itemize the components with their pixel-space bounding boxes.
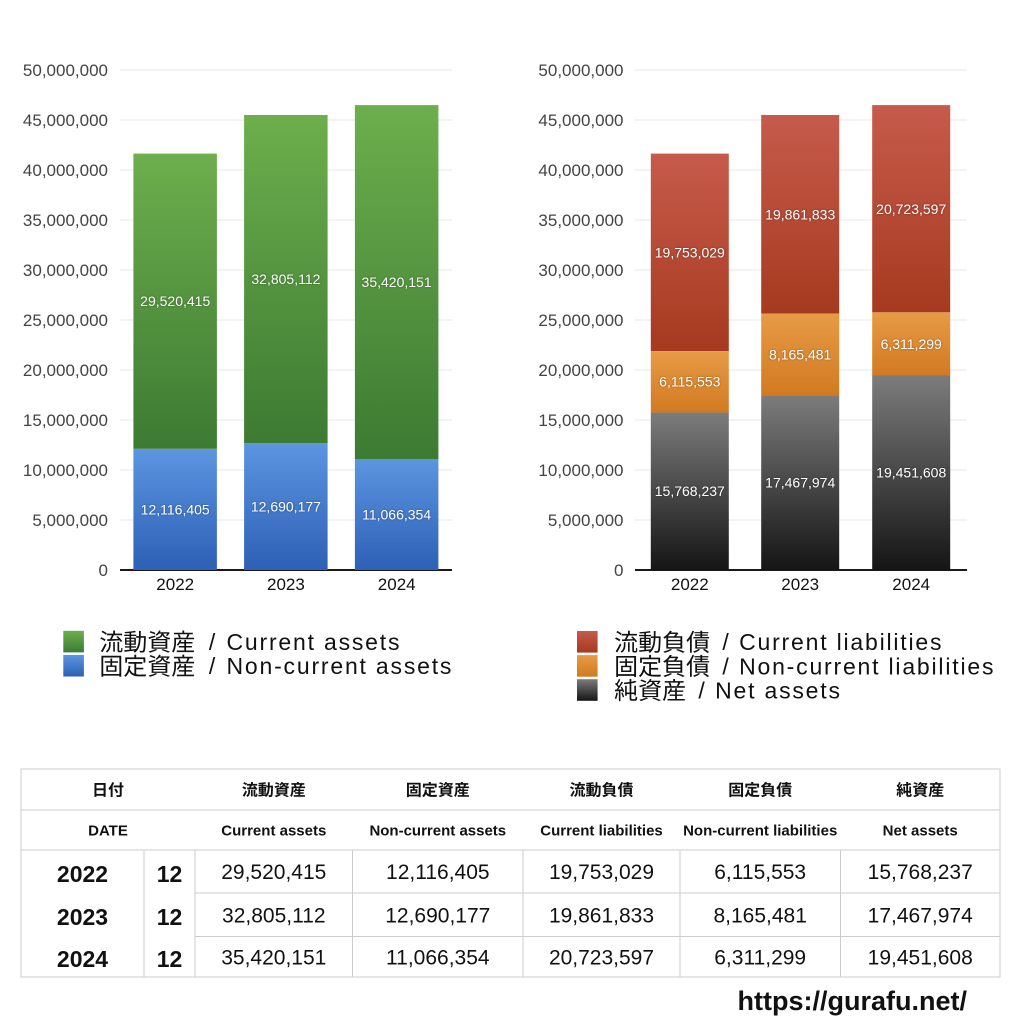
svg-text:35,420,151: 35,420,151	[362, 274, 432, 290]
svg-text:Net assets: Net assets	[715, 677, 842, 703]
svg-text:45,000,000: 45,000,000	[23, 111, 108, 130]
svg-text:2022: 2022	[671, 575, 709, 594]
svg-text:12,690,177: 12,690,177	[385, 905, 490, 928]
svg-text:35,000,000: 35,000,000	[23, 211, 108, 230]
svg-text:6,115,553: 6,115,553	[659, 374, 720, 390]
svg-text:12: 12	[157, 904, 183, 930]
svg-text:2023: 2023	[267, 575, 305, 594]
svg-text:/: /	[209, 629, 216, 655]
svg-text:Non-current liabilities: Non-current liabilities	[739, 653, 995, 679]
svg-text:2023: 2023	[781, 575, 819, 594]
svg-text:11,066,354: 11,066,354	[362, 507, 431, 523]
svg-text:10,000,000: 10,000,000	[538, 461, 623, 480]
svg-text:0: 0	[99, 561, 108, 580]
svg-text:19,451,608: 19,451,608	[876, 465, 946, 481]
svg-text:Non-current liabilities: Non-current liabilities	[683, 822, 837, 839]
svg-text:17,467,974: 17,467,974	[868, 905, 973, 928]
svg-text:25,000,000: 25,000,000	[538, 311, 623, 330]
svg-text:30,000,000: 30,000,000	[23, 261, 108, 280]
svg-text:12,116,405: 12,116,405	[386, 861, 490, 884]
svg-text:20,723,597: 20,723,597	[876, 201, 946, 217]
svg-text:2022: 2022	[57, 861, 108, 887]
svg-text:/: /	[722, 629, 729, 655]
svg-text:Net assets: Net assets	[883, 822, 958, 839]
svg-text:25,000,000: 25,000,000	[23, 311, 108, 330]
svg-text:2024: 2024	[57, 946, 108, 972]
svg-text:35,420,151: 35,420,151	[221, 947, 326, 970]
svg-text:/: /	[722, 653, 729, 679]
svg-text:50,000,000: 50,000,000	[538, 61, 623, 80]
svg-text:6,115,553: 6,115,553	[714, 861, 806, 884]
svg-text:19,861,833: 19,861,833	[765, 206, 835, 222]
svg-text:Non-current assets: Non-current assets	[227, 653, 454, 679]
svg-text:20,000,000: 20,000,000	[23, 361, 108, 380]
svg-text:Current liabilities: Current liabilities	[739, 629, 943, 655]
svg-text:2023: 2023	[57, 904, 108, 930]
svg-text:8,165,481: 8,165,481	[769, 347, 831, 363]
svg-text:11,066,354: 11,066,354	[386, 947, 490, 970]
svg-text:50,000,000: 50,000,000	[23, 61, 108, 80]
svg-text:12: 12	[157, 946, 183, 972]
svg-text:17,467,974: 17,467,974	[765, 475, 835, 491]
svg-text:15,000,000: 15,000,000	[538, 411, 623, 430]
svg-text:2024: 2024	[378, 575, 416, 594]
svg-text:/: /	[209, 653, 216, 679]
svg-text:20,723,597: 20,723,597	[549, 947, 654, 970]
svg-text:8,165,481: 8,165,481	[713, 905, 806, 928]
svg-text:20,000,000: 20,000,000	[538, 361, 623, 380]
svg-text:29,520,415: 29,520,415	[140, 293, 210, 309]
svg-text:12,116,405: 12,116,405	[141, 501, 210, 517]
svg-text:15,768,237: 15,768,237	[655, 483, 725, 499]
svg-text:0: 0	[614, 561, 623, 580]
svg-text:5,000,000: 5,000,000	[32, 511, 108, 530]
svg-text:19,753,029: 19,753,029	[549, 861, 654, 884]
svg-text:10,000,000: 10,000,000	[23, 461, 108, 480]
svg-text:2022: 2022	[156, 575, 194, 594]
svg-text:32,805,112: 32,805,112	[222, 905, 326, 928]
svg-text:15,768,237: 15,768,237	[868, 861, 973, 884]
svg-text:30,000,000: 30,000,000	[538, 261, 623, 280]
svg-text:19,753,029: 19,753,029	[655, 244, 725, 260]
svg-text:40,000,000: 40,000,000	[538, 161, 623, 180]
svg-text:15,000,000: 15,000,000	[23, 411, 108, 430]
svg-text:https://gurafu.net/: https://gurafu.net/	[738, 986, 968, 1016]
svg-text:6,311,299: 6,311,299	[714, 947, 806, 970]
svg-text:Current liabilities: Current liabilities	[540, 822, 663, 839]
svg-text:Current assets: Current assets	[221, 822, 326, 839]
svg-text:Non-current assets: Non-current assets	[369, 822, 506, 839]
svg-text:DATE: DATE	[88, 822, 128, 839]
svg-text:5,000,000: 5,000,000	[548, 511, 624, 530]
svg-text:35,000,000: 35,000,000	[538, 211, 623, 230]
svg-text:32,805,112: 32,805,112	[251, 271, 320, 287]
svg-text:12: 12	[157, 861, 183, 887]
svg-text:/: /	[698, 677, 705, 703]
svg-text:19,451,608: 19,451,608	[868, 947, 973, 970]
svg-text:2024: 2024	[892, 575, 930, 594]
svg-text:45,000,000: 45,000,000	[538, 111, 623, 130]
svg-text:29,520,415: 29,520,415	[221, 861, 326, 884]
svg-text:19,861,833: 19,861,833	[549, 905, 654, 928]
svg-text:40,000,000: 40,000,000	[23, 161, 108, 180]
svg-text:Current assets: Current assets	[227, 629, 402, 655]
svg-text:6,311,299: 6,311,299	[881, 336, 942, 352]
svg-text:12,690,177: 12,690,177	[251, 499, 321, 515]
